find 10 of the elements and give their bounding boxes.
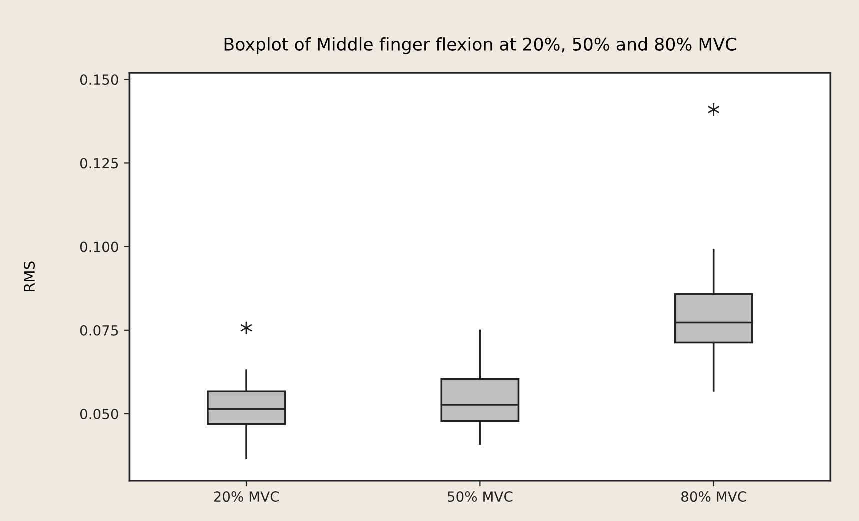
x-tick-label: 80% MVC [682, 492, 746, 502]
y-tick-label: 0.100 [80, 242, 118, 252]
y-tick-label: 0.050 [80, 408, 118, 420]
x-tick-label: 50% MVC [448, 492, 513, 502]
y-axis-title: RMS [24, 262, 36, 292]
chart-title: Boxplot of Middle finger flexion at 20%, 50% and 80% MVC [224, 38, 736, 54]
x-tick-label: 20% MVC [214, 492, 280, 502]
y-tick-label: 0.150 [80, 74, 118, 86]
y-tick-label: 0.125 [80, 158, 118, 169]
y-tick-label: 0.075 [80, 325, 118, 336]
